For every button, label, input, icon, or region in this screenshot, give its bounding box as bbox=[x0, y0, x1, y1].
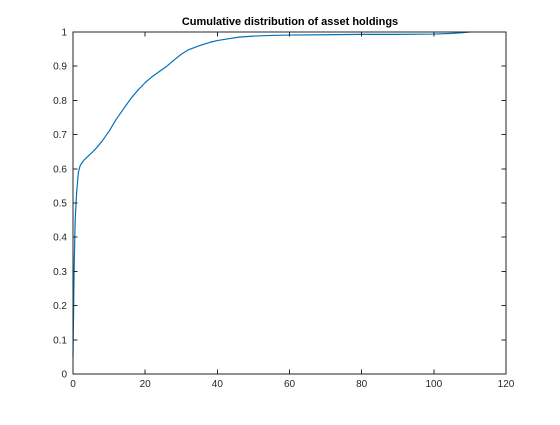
plot-background bbox=[73, 32, 506, 374]
axes-layer: 0 20 40 60 80 100 120 0 0.1 0.2 0.3 0.4 0.5 0.6 0.7 0.8… bbox=[53, 28, 515, 391]
y-tick-label-7: 0.7 bbox=[53, 130, 67, 141]
y-tick-label-2: 0.2 bbox=[53, 301, 67, 312]
y-tick-label-0: 0 bbox=[61, 370, 67, 381]
y-tick-label-4: 0.4 bbox=[53, 233, 67, 244]
x-tick-label-1: 20 bbox=[140, 379, 152, 390]
plot-area bbox=[73, 32, 506, 374]
series-layer bbox=[72, 31, 470, 357]
y-tick-label-9: 0.9 bbox=[53, 62, 67, 73]
y-tick-label-8: 0.8 bbox=[53, 96, 67, 107]
x-tick-label-0: 0 bbox=[70, 379, 76, 390]
series-line-0 bbox=[72, 31, 470, 357]
y-tick-label-10: 1 bbox=[61, 28, 67, 39]
y-tick-label-6: 0.6 bbox=[53, 164, 67, 175]
x-tick-label-3: 60 bbox=[284, 379, 296, 390]
x-tick-label-6: 120 bbox=[498, 379, 515, 390]
chart-title: Cumulative distribution of asset holding… bbox=[182, 16, 398, 28]
x-tick-label-4: 80 bbox=[356, 379, 368, 390]
y-tick-label-5: 0.5 bbox=[53, 199, 67, 210]
y-tick-label-3: 0.3 bbox=[53, 267, 67, 278]
x-tick-label-5: 100 bbox=[425, 379, 442, 390]
x-tick-label-2: 40 bbox=[212, 379, 224, 390]
y-tick-label-1: 0.1 bbox=[53, 335, 67, 346]
